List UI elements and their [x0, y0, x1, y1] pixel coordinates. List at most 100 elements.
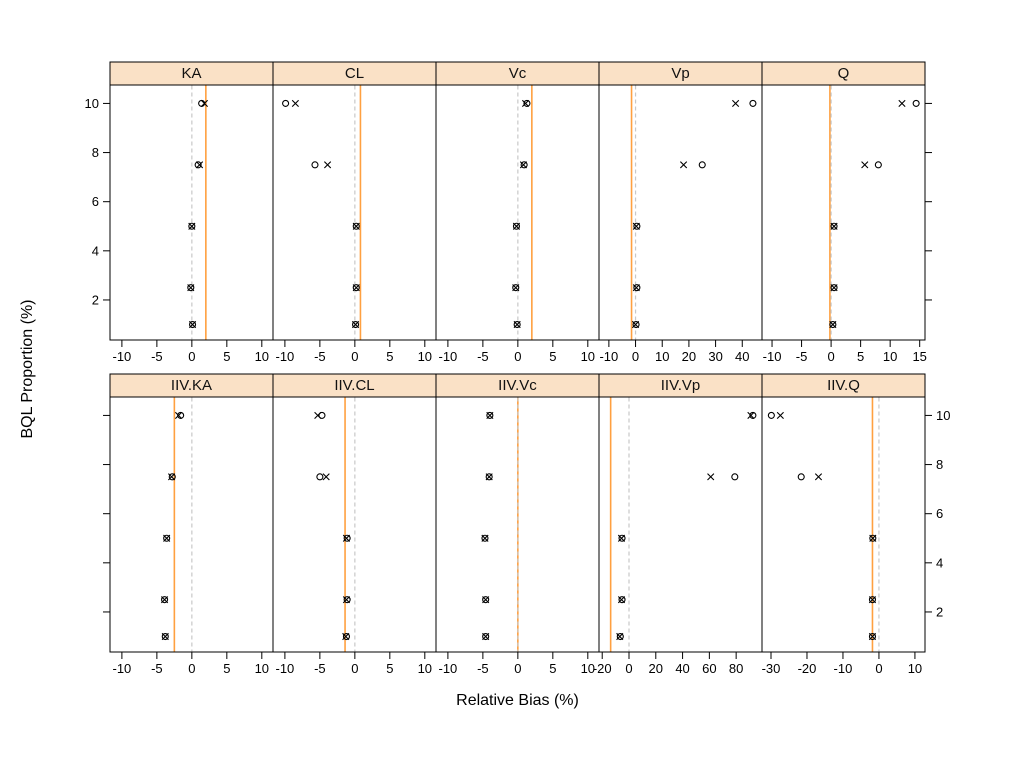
point-cross	[485, 473, 493, 481]
x-tick-label: 15	[912, 349, 926, 364]
point-circle	[749, 99, 757, 107]
point-circle	[481, 534, 489, 542]
point-circle	[482, 596, 490, 604]
x-tick-label: 0	[625, 661, 632, 676]
x-tick-label: 40	[675, 661, 689, 676]
x-tick-label: 0	[632, 349, 639, 364]
x-tick-label: 80	[729, 661, 743, 676]
strip-Vp	[598, 61, 763, 86]
y-tick-label: 6	[92, 194, 99, 209]
point-cross	[163, 534, 171, 542]
y-tick-label: 6	[936, 506, 943, 521]
panel-CL: -10 -5 0 5 10	[272, 61, 437, 364]
strip-Q	[761, 61, 926, 86]
point-circle	[797, 473, 805, 481]
point-circle	[523, 99, 531, 107]
point-circle	[352, 222, 360, 230]
point-circle	[513, 320, 521, 329]
point-circle	[342, 632, 351, 641]
point-circle	[731, 473, 739, 481]
point-circle	[618, 596, 626, 604]
panel-Q: -10 -5 0 5 10 15	[761, 61, 927, 364]
point-cross	[314, 411, 322, 420]
y-tick-label: 2	[92, 292, 99, 307]
point-circle	[633, 284, 641, 292]
panel-IIV.KA: -10 -5 0 5 10	[109, 373, 274, 676]
x-tick-label: 30	[708, 349, 722, 364]
x-tick-label: -10	[438, 661, 457, 676]
point-circle	[311, 161, 319, 169]
point-cross	[200, 99, 209, 108]
y-axis-title: BQL Proportion (%)	[19, 299, 36, 439]
x-tick-label: -5	[477, 661, 489, 676]
point-cross	[732, 99, 740, 108]
point-circle	[912, 99, 920, 107]
panel-area	[598, 84, 763, 341]
x-tick-label: -5	[314, 661, 326, 676]
point-cross	[632, 222, 640, 230]
point-cross	[861, 161, 869, 169]
point-cross	[776, 411, 784, 420]
point-cross	[631, 320, 640, 329]
x-tick-label: 0	[827, 349, 834, 364]
point-cross	[167, 473, 176, 481]
x-tick-label: -10	[275, 661, 294, 676]
strip-IIV.Vc	[435, 373, 600, 398]
point-circle	[188, 222, 196, 230]
point-cross	[868, 596, 877, 604]
x-tick-label: -30	[762, 661, 781, 676]
x-tick-label: 5	[386, 349, 393, 364]
point-cross	[342, 632, 350, 641]
x-tick-label: 0	[351, 661, 358, 676]
point-cross	[707, 473, 715, 481]
point-circle	[830, 284, 838, 292]
y-tick-label: 2	[936, 604, 943, 619]
x-tick-label: 10	[655, 349, 669, 364]
point-circle	[316, 473, 324, 481]
x-tick-label: -5	[151, 349, 163, 364]
x-tick-label: -10	[275, 349, 294, 364]
point-cross	[342, 596, 351, 604]
point-circle	[512, 222, 521, 230]
x-tick-label: 10	[908, 661, 922, 676]
y-tick-label: 8	[92, 145, 99, 160]
point-cross	[616, 632, 624, 641]
strip-Vc	[435, 61, 600, 86]
x-tick-label: -20	[593, 661, 612, 676]
x-tick-label: -10	[112, 661, 131, 676]
point-circle	[616, 632, 624, 641]
panel-Vp: -10 0 10 20 30 40	[598, 61, 763, 364]
x-tick-label: -10	[112, 349, 131, 364]
panel-area	[598, 396, 763, 653]
point-cross	[323, 161, 332, 169]
x-tick-label: -20	[798, 661, 817, 676]
x-tick-label: -5	[314, 349, 326, 364]
y-tick-label: 10	[85, 96, 99, 111]
point-cross	[352, 284, 360, 292]
strip-KA	[109, 61, 274, 86]
point-cross	[617, 596, 626, 604]
point-circle	[749, 411, 757, 419]
point-circle	[163, 534, 171, 542]
x-tick-label: 10	[418, 349, 432, 364]
point-circle	[352, 284, 360, 292]
point-cross	[679, 161, 688, 169]
x-tick-label: -10	[599, 349, 618, 364]
point-circle	[512, 284, 520, 292]
point-cross	[161, 632, 169, 641]
strip-IIV.CL	[272, 373, 437, 398]
x-tick-label: 0	[188, 349, 195, 364]
point-cross	[521, 99, 530, 108]
point-circle	[482, 632, 490, 641]
x-tick-label: 0	[514, 349, 521, 364]
x-tick-label: 5	[549, 349, 556, 364]
x-tick-label: 0	[875, 661, 882, 676]
point-cross	[291, 99, 299, 108]
x-tick-label: -10	[763, 349, 782, 364]
y-tick-label: 4	[936, 555, 943, 570]
y-tick-label: 10	[936, 408, 950, 423]
point-circle	[829, 320, 837, 329]
point-circle	[177, 411, 185, 419]
